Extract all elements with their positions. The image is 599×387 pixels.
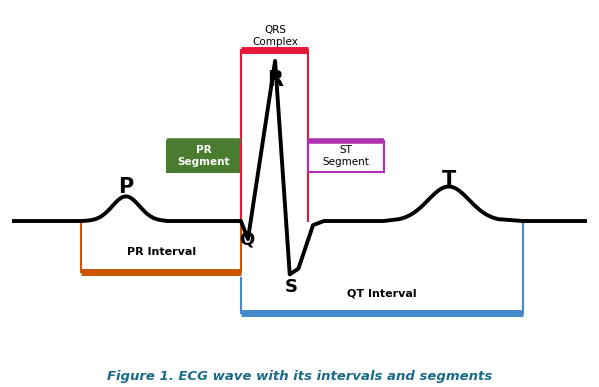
- Text: PR
Segment: PR Segment: [177, 146, 230, 167]
- Text: Q: Q: [239, 230, 254, 248]
- Bar: [308, 140, 383, 172]
- Text: Figure 1. ECG wave with its intervals and segments: Figure 1. ECG wave with its intervals an…: [107, 370, 492, 383]
- Text: QT Interval: QT Interval: [347, 288, 417, 298]
- Text: ST
Segment: ST Segment: [322, 146, 369, 167]
- Text: PR Interval: PR Interval: [126, 247, 196, 257]
- Text: QRS
Complex: QRS Complex: [252, 25, 298, 47]
- Bar: [167, 140, 241, 172]
- Text: P: P: [118, 176, 134, 197]
- Text: T: T: [441, 170, 456, 190]
- Text: R: R: [267, 70, 283, 90]
- Text: S: S: [285, 278, 298, 296]
